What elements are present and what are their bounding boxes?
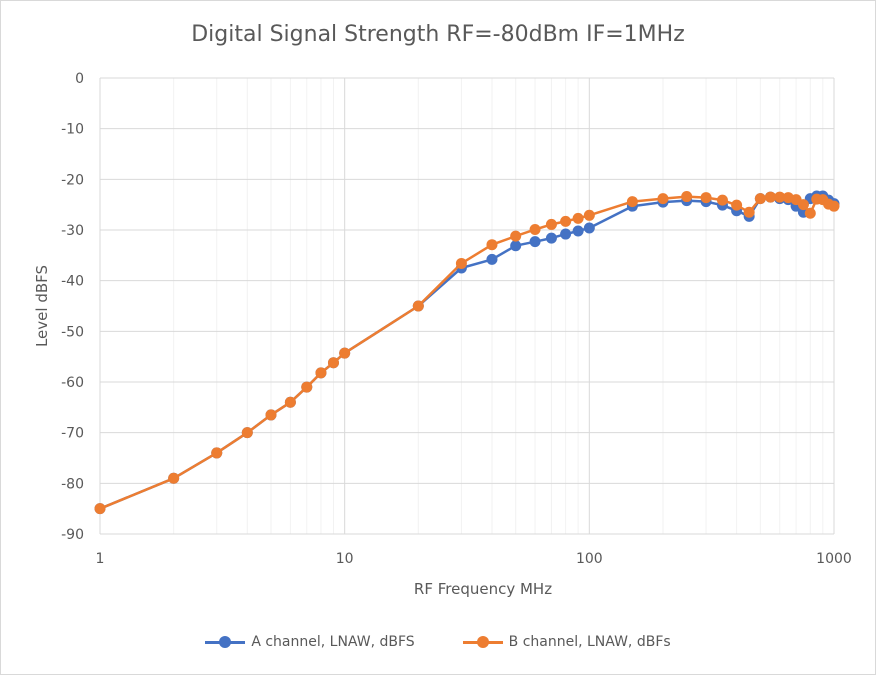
data-point-b [545,218,557,230]
legend-label-b: B channel, LNAW, dBFs [508,634,671,650]
chart-legend: A channel, LNAW, dBFS B channel, LNAW, d… [0,634,876,650]
y-tick-label: -70 [61,426,84,442]
x-tick-label: 100 [576,551,603,567]
data-point-a [486,253,498,265]
series-line-b [99,195,835,510]
chart-title: Digital Signal Strength RF=-80dBm IF=1MH… [191,22,685,47]
data-point-b [764,191,776,203]
data-point-b [412,300,424,312]
x-tick-label: 1 [96,551,105,567]
data-point-b [743,206,755,218]
y-tick-label: -40 [61,274,84,290]
data-point-b [716,194,728,206]
y-tick-label: -50 [61,324,84,340]
data-point-b [657,193,669,205]
data-point-b [731,199,743,211]
series-line-a [99,194,835,510]
legend-item-a: A channel, LNAW, dBFS [205,634,415,650]
data-point-b [560,215,572,227]
data-point-b [168,472,180,484]
data-point-b [626,196,638,208]
y-tick-label: -90 [61,527,84,543]
data-point-b [301,381,313,393]
data-point-a [529,236,541,248]
y-tick-label: -10 [61,122,84,138]
data-point-a [583,222,595,234]
data-point-b [583,209,595,221]
data-point-b [700,192,712,204]
data-point-b [241,427,253,439]
data-point-a [510,240,522,252]
y-tick-label: -60 [61,375,84,391]
data-point-a [560,228,572,240]
data-point-a [572,225,584,237]
data-point-b [455,257,467,269]
legend-item-b: B channel, LNAW, dBFs [462,634,671,650]
y-tick-label: -20 [61,172,84,188]
legend-label-a: A channel, LNAW, dBFS [251,634,415,650]
data-point-b [327,357,339,369]
data-point-b [284,396,296,408]
x-tick-label: 1000 [816,551,852,567]
data-point-b [572,212,584,224]
x-tick-label: 10 [336,551,354,567]
legend-swatch-a [205,636,246,648]
y-tick-label: 0 [75,71,84,87]
data-point-b [315,367,327,379]
data-point-b [510,230,522,242]
data-point-b [211,447,223,459]
data-point-b [265,409,277,421]
data-point-b [681,191,693,203]
data-point-b [486,239,498,251]
data-point-a [545,232,557,244]
y-tick-label: -80 [61,476,84,492]
data-point-b [797,199,809,211]
data-point-b [339,347,351,359]
data-point-b [529,223,541,235]
y-tick-label: -30 [61,223,84,239]
data-point-b [94,503,106,515]
data-point-b [804,207,816,219]
data-point-b [774,191,786,203]
x-axis-label: RF Frequency MHz [414,580,552,598]
y-axis-label: Level dBFS [33,265,51,347]
data-point-b [828,200,840,212]
data-point-b [754,193,766,205]
legend-swatch-b [462,636,503,648]
